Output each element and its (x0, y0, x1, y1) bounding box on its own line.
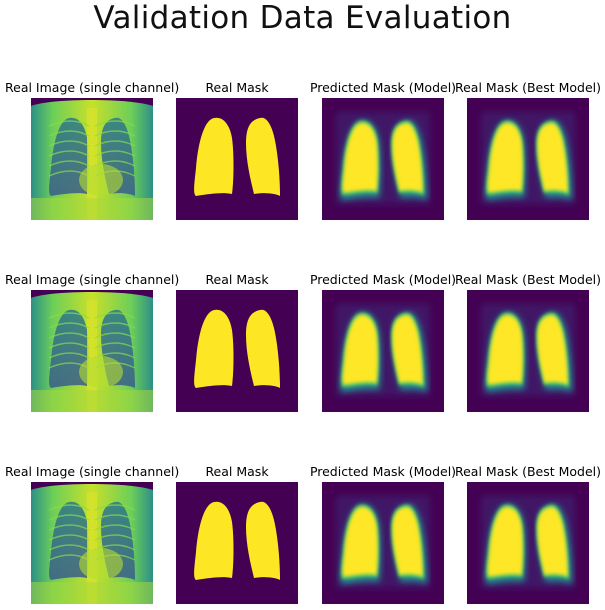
panel-title: Real Mask (Best Model) (441, 80, 605, 95)
xray-image (31, 290, 153, 412)
predicted-mask-image (322, 290, 444, 412)
predicted-mask-image (467, 482, 589, 604)
predicted-mask-image (322, 98, 444, 220)
figure-title: Validation Data Evaluation (0, 0, 605, 36)
predicted-mask-image (467, 98, 589, 220)
predicted-mask-image (322, 482, 444, 604)
ground-truth-mask-image (176, 290, 298, 412)
ground-truth-mask-image (176, 98, 298, 220)
xray-image (31, 98, 153, 220)
xray-image (31, 482, 153, 604)
predicted-mask-image (467, 290, 589, 412)
panel-title: Real Mask (Best Model) (441, 464, 605, 479)
ground-truth-mask-image (176, 482, 298, 604)
panel-title: Real Mask (Best Model) (441, 272, 605, 287)
